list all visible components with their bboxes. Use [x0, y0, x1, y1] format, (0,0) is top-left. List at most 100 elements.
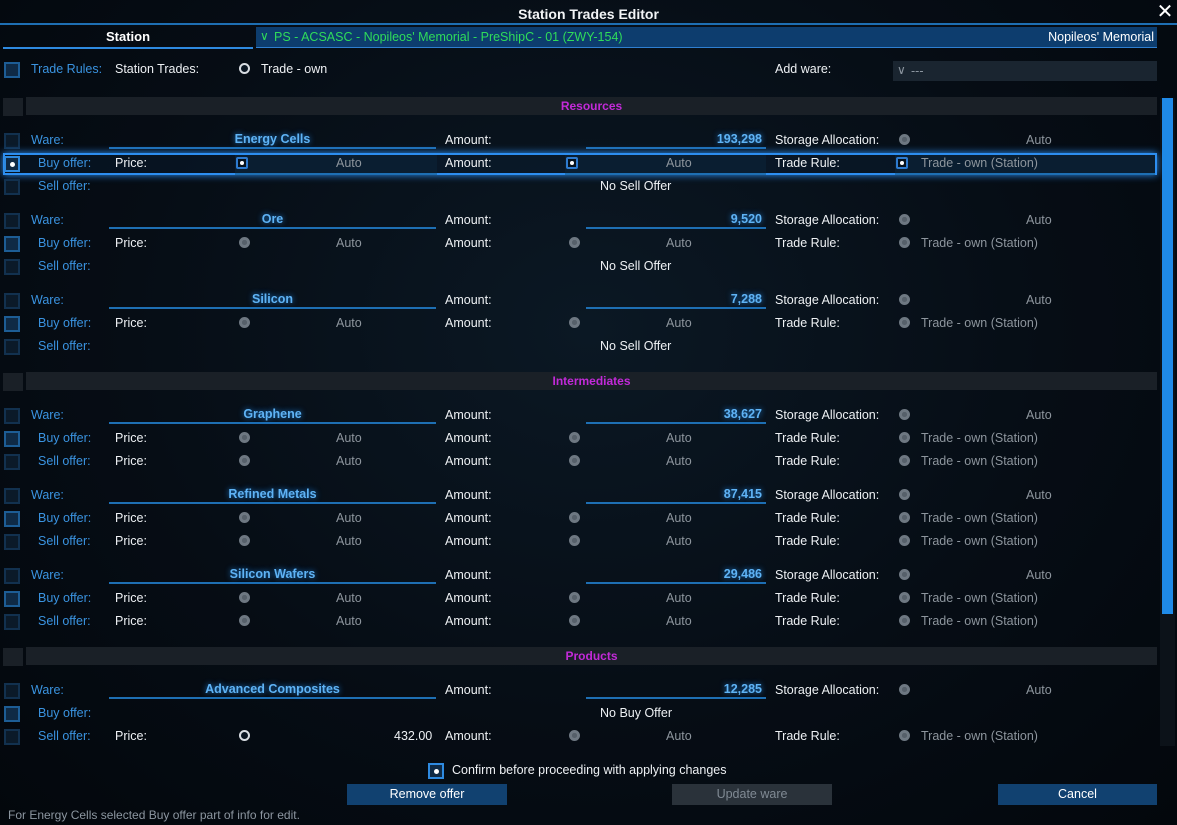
ware-amount-silicon-wafers[interactable]: 29,486 — [586, 566, 766, 584]
price-auto-radio[interactable] — [239, 432, 250, 443]
buy-offer-checkbox-silicon[interactable] — [4, 316, 20, 332]
storage-auto-radio[interactable] — [899, 684, 910, 695]
amount-auto-radio[interactable] — [569, 535, 580, 546]
amount-auto-radio[interactable] — [566, 157, 578, 169]
sell-offer-checkbox-refined-metals[interactable] — [4, 534, 20, 550]
amount-field[interactable] — [565, 155, 766, 175]
title-divider — [0, 23, 1177, 25]
amount-auto-radio[interactable] — [569, 455, 580, 466]
amount-auto-radio[interactable] — [569, 592, 580, 603]
buy-offer-checkbox-advanced-composites[interactable] — [4, 706, 20, 722]
ware-amount-advanced-composites[interactable]: 12,285 — [586, 681, 766, 699]
price-auto-value: Auto — [336, 534, 362, 548]
storage-auto-radio[interactable] — [899, 294, 910, 305]
ware-checkbox-silicon-wafers[interactable] — [4, 568, 20, 584]
scrollbar-thumb[interactable] — [1162, 98, 1173, 614]
trade-rules-checkbox[interactable] — [4, 62, 20, 78]
price-auto-radio[interactable] — [239, 615, 250, 626]
update-ware-button[interactable]: Update ware — [672, 784, 832, 805]
ware-amount-energy-cells[interactable]: 193,298 — [586, 131, 766, 149]
trade-rule-radio[interactable] — [899, 432, 910, 443]
buy-offer-checkbox-refined-metals[interactable] — [4, 511, 20, 527]
sell-offer-checkbox-ore[interactable] — [4, 259, 20, 275]
trade-rule-radio[interactable] — [896, 157, 908, 169]
section-collapse-products[interactable] — [3, 648, 23, 666]
trade-rule-radio[interactable] — [899, 615, 910, 626]
ware-amount-refined-metals[interactable]: 87,415 — [586, 486, 766, 504]
trade-rule-radio[interactable] — [899, 730, 910, 741]
price-label: Price: — [115, 454, 147, 468]
trade-rule-label: Trade Rule: — [775, 156, 840, 170]
ware-checkbox-silicon[interactable] — [4, 293, 20, 309]
close-icon[interactable]: ✕ — [1156, 1, 1174, 23]
station-trades-radio[interactable] — [239, 63, 250, 74]
sell-offer-label: Sell offer: — [38, 339, 91, 353]
sell-offer-checkbox-silicon[interactable] — [4, 339, 20, 355]
price-manual-radio[interactable] — [239, 730, 250, 741]
buy-offer-checkbox-silicon-wafers[interactable] — [4, 591, 20, 607]
section-collapse-resources[interactable] — [3, 98, 23, 116]
buy-offer-checkbox-energy-cells[interactable] — [4, 156, 20, 172]
sell-price-value[interactable]: 432.00 — [394, 729, 433, 743]
amount-auto-value: Auto — [666, 614, 692, 628]
station-dropdown[interactable]: ∨ PS - ACSASC - Nopileos' Memorial - Pre… — [256, 27, 1157, 48]
trade-rule-radio[interactable] — [899, 237, 910, 248]
buy-offer-label: Buy offer: — [38, 156, 92, 170]
storage-auto-radio[interactable] — [899, 489, 910, 500]
storage-auto-radio[interactable] — [899, 569, 910, 580]
ware-amount-ore[interactable]: 9,520 — [586, 211, 766, 229]
trade-rule-radio[interactable] — [899, 535, 910, 546]
amount-auto-radio[interactable] — [569, 615, 580, 626]
trade-rule-value: Trade - own (Station) — [921, 591, 1038, 605]
sell-offer-checkbox-advanced-composites[interactable] — [4, 729, 20, 745]
ware-checkbox-graphene[interactable] — [4, 408, 20, 424]
add-ware-dropdown[interactable]: ∨ --- — [893, 61, 1157, 81]
price-auto-radio[interactable] — [239, 512, 250, 523]
trade-rule-radio[interactable] — [899, 512, 910, 523]
chevron-down-icon: ∨ — [897, 63, 906, 77]
ware-checkbox-ore[interactable] — [4, 213, 20, 229]
price-auto-radio[interactable] — [236, 157, 248, 169]
storage-allocation-label: Storage Allocation: — [775, 683, 880, 697]
ware-checkbox-energy-cells[interactable] — [4, 133, 20, 149]
buy-offer-checkbox-graphene[interactable] — [4, 431, 20, 447]
storage-auto-radio[interactable] — [899, 214, 910, 225]
price-field[interactable] — [235, 155, 437, 175]
buy-offer-label: Buy offer: — [38, 511, 92, 525]
ware-label: Ware: — [31, 683, 64, 697]
amount-auto-radio[interactable] — [569, 237, 580, 248]
price-auto-radio[interactable] — [239, 317, 250, 328]
confirm-checkbox[interactable] — [428, 763, 444, 779]
remove-offer-button[interactable]: Remove offer — [347, 784, 507, 805]
station-tab[interactable]: Station — [3, 27, 253, 49]
ware-amount-graphene[interactable]: 38,627 — [586, 406, 766, 424]
storage-auto-radio[interactable] — [899, 409, 910, 420]
trade-rule-field[interactable] — [895, 155, 1155, 175]
station-selected: PS - ACSASC - Nopileos' Memorial - PreSh… — [274, 30, 623, 44]
ware-name-energy-cells: Energy Cells — [109, 131, 436, 149]
ware-checkbox-refined-metals[interactable] — [4, 488, 20, 504]
sell-offer-checkbox-silicon-wafers[interactable] — [4, 614, 20, 630]
amount-label: Amount: — [445, 316, 492, 330]
sell-offer-checkbox-graphene[interactable] — [4, 454, 20, 470]
amount-auto-radio[interactable] — [569, 512, 580, 523]
ware-checkbox-advanced-composites[interactable] — [4, 683, 20, 699]
cancel-button[interactable]: Cancel — [998, 784, 1157, 805]
price-auto-radio[interactable] — [239, 592, 250, 603]
amount-auto-radio[interactable] — [569, 432, 580, 443]
trade-rule-radio[interactable] — [899, 455, 910, 466]
price-auto-radio[interactable] — [239, 455, 250, 466]
price-auto-radio[interactable] — [239, 237, 250, 248]
storage-auto-radio[interactable] — [899, 134, 910, 145]
price-auto-radio[interactable] — [239, 535, 250, 546]
amount-auto-radio[interactable] — [569, 317, 580, 328]
trade-rule-label: Trade Rule: — [775, 614, 840, 628]
buy-offer-checkbox-ore[interactable] — [4, 236, 20, 252]
ware-amount-silicon[interactable]: 7,288 — [586, 291, 766, 309]
trade-rule-radio[interactable] — [899, 592, 910, 603]
section-collapse-intermediates[interactable] — [3, 373, 23, 391]
buy-offer-label: Buy offer: — [38, 431, 92, 445]
amount-auto-radio[interactable] — [569, 730, 580, 741]
trade-rule-radio[interactable] — [899, 317, 910, 328]
sell-offer-checkbox-energy-cells[interactable] — [4, 179, 20, 195]
